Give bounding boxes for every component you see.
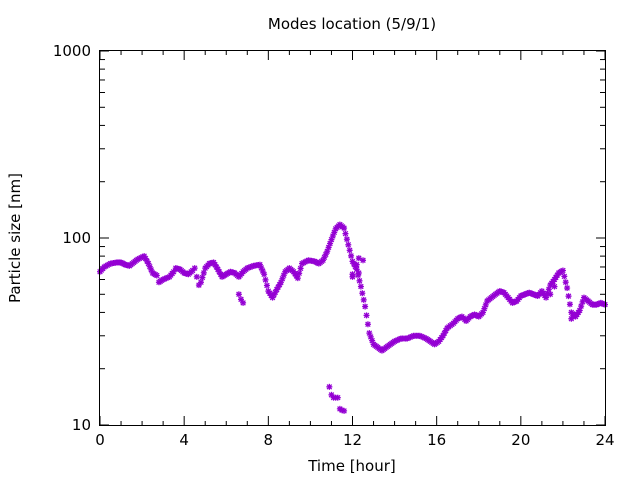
y-axis-title: Particle size [nm] xyxy=(6,173,24,303)
data-point xyxy=(355,269,362,276)
data-point xyxy=(561,273,568,280)
data-point xyxy=(565,293,572,300)
data-point xyxy=(356,277,363,284)
y-tick-label: 10 xyxy=(72,416,91,434)
data-point xyxy=(359,290,366,297)
x-tick-label: 12 xyxy=(343,431,362,449)
x-tick-label: 0 xyxy=(95,431,105,449)
y-tick-label: 1000 xyxy=(53,42,91,60)
x-tick-label: 20 xyxy=(511,431,530,449)
data-point xyxy=(261,271,268,278)
data-point xyxy=(334,394,341,401)
y-tick-label: 100 xyxy=(62,229,91,247)
data-point xyxy=(341,407,348,414)
data-point xyxy=(570,313,577,320)
data-point xyxy=(153,272,160,279)
data-point xyxy=(551,283,558,290)
data-point xyxy=(262,276,269,283)
plot-frame xyxy=(99,50,606,426)
data-point xyxy=(348,252,355,259)
data-point xyxy=(199,274,206,281)
data-point xyxy=(235,291,242,298)
data-point xyxy=(191,265,198,272)
data-point xyxy=(297,265,304,272)
data-point xyxy=(543,294,550,301)
x-tick-label: 24 xyxy=(595,431,614,449)
data-point xyxy=(346,247,353,254)
data-point xyxy=(357,283,364,290)
data-points xyxy=(97,221,608,414)
x-tick-label: 16 xyxy=(427,431,446,449)
chart-title: Modes location (5/9/1) xyxy=(268,15,436,33)
data-point xyxy=(200,269,207,276)
data-point xyxy=(364,321,371,328)
data-point xyxy=(342,230,349,237)
data-point xyxy=(349,273,356,280)
data-point xyxy=(263,282,270,289)
data-point xyxy=(564,285,571,292)
data-point xyxy=(360,296,367,303)
data-point xyxy=(341,225,348,232)
data-point xyxy=(296,270,303,277)
data-point xyxy=(294,275,301,282)
x-tick-label: 8 xyxy=(264,431,274,449)
y-axis-ticks: 10 100 1000 xyxy=(53,42,605,434)
data-point xyxy=(559,267,566,274)
data-point xyxy=(360,257,367,264)
data-point xyxy=(363,312,370,319)
data-point xyxy=(547,291,554,298)
data-point xyxy=(345,241,352,248)
data-point xyxy=(240,299,247,306)
data-point xyxy=(198,279,204,286)
x-tick-label: 4 xyxy=(179,431,189,449)
x-axis-ticks: 0 4 8 12 16 20 24 xyxy=(95,51,615,449)
x-axis-title: Time [hour] xyxy=(307,457,396,475)
data-point xyxy=(566,301,573,308)
data-point xyxy=(562,279,569,286)
data-point xyxy=(193,273,200,280)
data-point xyxy=(326,383,333,390)
data-point xyxy=(362,303,369,310)
data-point xyxy=(343,236,350,243)
data-point xyxy=(353,261,360,268)
